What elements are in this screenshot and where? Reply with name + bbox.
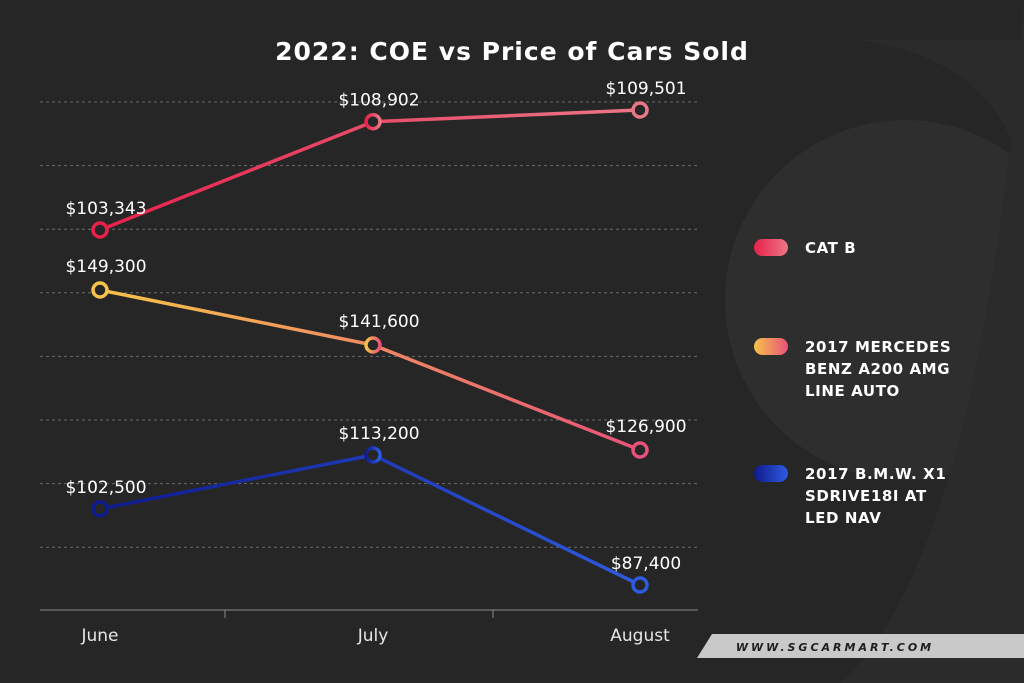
footer-band — [697, 634, 1024, 658]
data-label: $126,900 — [605, 417, 686, 437]
data-point — [364, 446, 382, 464]
chart-title: 2022: COE vs Price of Cars Sold — [275, 37, 749, 66]
data-point — [91, 500, 109, 518]
legend-swatch — [754, 465, 788, 482]
legend-label: LED NAV — [805, 509, 881, 527]
data-label: $149,300 — [65, 257, 146, 277]
x-axis: June July August — [40, 609, 698, 646]
data-label: $141,600 — [338, 312, 419, 332]
data-point — [91, 221, 109, 239]
legend-label: SDRIVE18I AT — [805, 487, 927, 505]
data-point — [91, 281, 109, 299]
x-tick-label: July — [357, 626, 389, 646]
data-label: $87,400 — [611, 554, 681, 574]
grid-lines — [40, 101, 698, 548]
data-label: $108,902 — [338, 91, 419, 111]
footer-banner: WWW.SGCARMART.COM — [697, 634, 1024, 658]
legend-label: BENZ A200 AMG — [805, 360, 950, 378]
data-point — [631, 441, 649, 459]
x-tick-label: August — [610, 626, 670, 646]
watermark-logo — [725, 0, 1024, 683]
legend-label: LINE AUTO — [805, 382, 900, 400]
legend-label: 2017 B.M.W. X1 — [805, 465, 946, 483]
series-line — [99, 453, 641, 587]
data-point — [631, 576, 649, 594]
legend-label: 2017 MERCEDES — [805, 338, 951, 356]
legend: CAT B 2017 MERCEDES BENZ A200 AMG LINE AUTO… — [754, 239, 951, 527]
legend-swatch — [754, 239, 788, 256]
footer-url: WWW.SGCARMART.COM — [736, 641, 934, 654]
legend-label: CAT B — [805, 239, 856, 257]
legend-swatch — [754, 338, 788, 355]
data-point — [364, 112, 382, 131]
x-tick-label: June — [80, 626, 118, 646]
data-point — [631, 101, 649, 119]
data-label: $109,501 — [605, 79, 686, 99]
data-point — [364, 336, 382, 354]
data-label: $113,200 — [338, 424, 419, 444]
series-group: $103,343 $108,902 $109,501 $149,300 $141,600… — [65, 79, 687, 594]
data-label: $102,500 — [65, 478, 146, 498]
data-label: $103,343 — [65, 199, 146, 219]
